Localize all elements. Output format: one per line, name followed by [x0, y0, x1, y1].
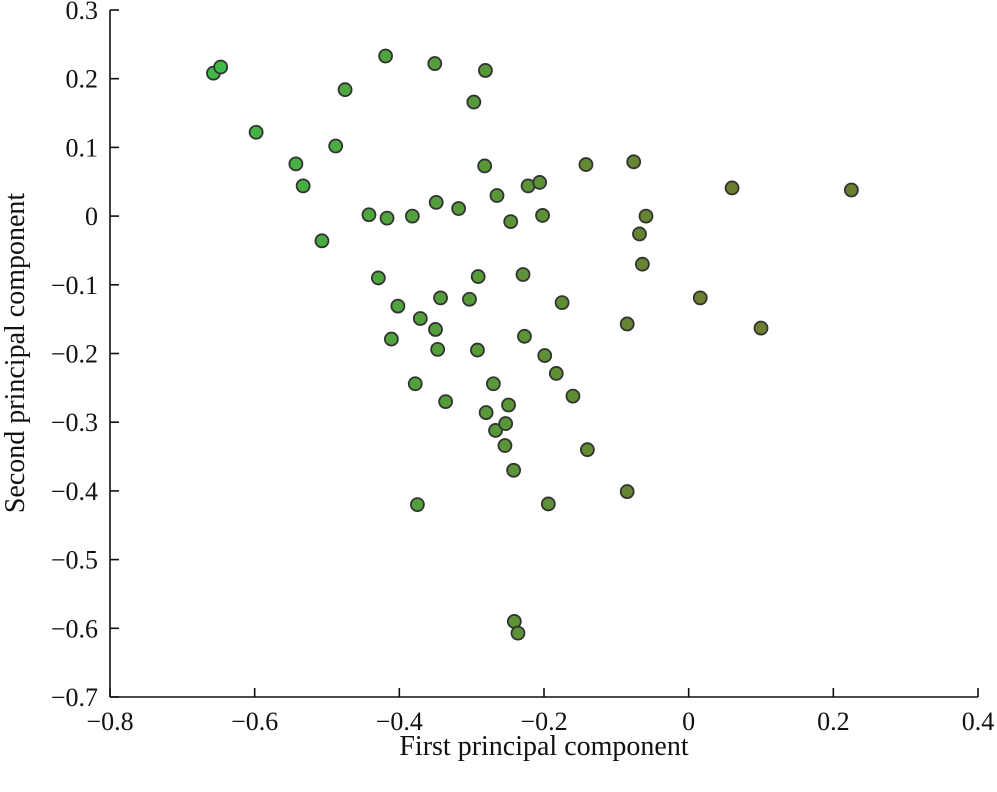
- data-point: [517, 328, 532, 344]
- data-point: [478, 63, 493, 78]
- x-axis-title: First principal component: [399, 731, 689, 762]
- data-point: [428, 322, 443, 337]
- data-point: [540, 496, 556, 512]
- data-point: [410, 497, 425, 513]
- x-tick-label: −0.4: [376, 707, 423, 736]
- data-point: [510, 625, 526, 641]
- data-point: [632, 226, 647, 242]
- data-point: [412, 311, 428, 326]
- data-point: [565, 388, 581, 404]
- data-point: [428, 194, 444, 210]
- data-point: [535, 208, 550, 223]
- data-point: [634, 256, 650, 272]
- data-point: [626, 154, 642, 170]
- data-point: [503, 214, 519, 229]
- data-point: [337, 82, 353, 98]
- data-point: [295, 178, 311, 194]
- data-point: [485, 376, 501, 392]
- data-point: [537, 348, 553, 363]
- x-tick-label: 0.2: [817, 707, 850, 736]
- data-point: [497, 438, 513, 453]
- data-point: [470, 269, 486, 284]
- data-point: [248, 124, 264, 140]
- data-point: [488, 423, 503, 438]
- y-tick-label: 0.2: [66, 65, 99, 94]
- y-tick-label: −0.1: [51, 271, 98, 300]
- x-tick-label: −0.8: [86, 707, 133, 736]
- data-point: [580, 442, 595, 458]
- x-tick-label: 0.4: [962, 707, 995, 736]
- data-point: [288, 156, 304, 172]
- data-point: [724, 180, 740, 196]
- data-point: [328, 138, 344, 154]
- data-point: [532, 175, 548, 190]
- data-point: [370, 270, 386, 286]
- data-point: [501, 397, 516, 413]
- data-point: [390, 298, 406, 314]
- data-point: [753, 320, 769, 336]
- y-axis-title: Second principal component: [0, 193, 31, 514]
- data-point: [433, 290, 448, 306]
- data-point: [638, 208, 654, 224]
- data-point: [498, 416, 514, 431]
- data-point: [430, 341, 446, 357]
- data-point: [361, 207, 377, 223]
- data-point: [383, 331, 399, 347]
- data-point: [466, 94, 482, 110]
- data-points: [206, 48, 859, 641]
- y-tick-label: −0.6: [51, 614, 98, 643]
- data-point: [378, 48, 393, 64]
- y-tick-label: −0.7: [51, 683, 98, 712]
- data-point: [438, 394, 454, 409]
- data-point: [506, 462, 522, 478]
- data-point: [427, 56, 443, 71]
- data-point: [462, 291, 477, 307]
- data-point: [478, 405, 494, 420]
- x-ticks: −0.8 −0.6 −0.4 −0.2 0 0.2 0.4: [86, 688, 994, 736]
- data-point: [451, 201, 467, 216]
- data-point: [692, 290, 708, 306]
- x-tick-label: −0.2: [520, 707, 567, 736]
- data-point: [844, 182, 859, 198]
- data-point: [404, 208, 420, 224]
- data-point: [379, 210, 395, 226]
- y-tick-label: 0.3: [66, 0, 99, 25]
- data-point: [515, 267, 531, 282]
- data-point: [548, 366, 564, 381]
- y-tick-label: −0.5: [51, 546, 98, 575]
- data-point: [407, 376, 423, 392]
- y-tick-label: 0: [85, 202, 98, 231]
- data-point: [489, 188, 505, 203]
- data-point: [470, 342, 485, 358]
- data-point: [578, 157, 594, 172]
- data-point: [619, 316, 635, 332]
- y-tick-label: −0.2: [51, 340, 98, 369]
- data-point: [314, 233, 330, 249]
- x-tick-label: −0.6: [231, 707, 278, 736]
- y-tick-label: −0.3: [51, 408, 98, 437]
- data-point: [554, 295, 570, 311]
- x-tick-label: 0: [682, 707, 695, 736]
- data-point: [477, 158, 493, 174]
- data-point: [619, 484, 635, 499]
- y-ticks: 0.3 0.2 0.1 0 −0.1 −0.2 −0.3 −0.4 −0.5 −0.6 −0.7: [51, 0, 119, 712]
- data-point: [213, 59, 229, 75]
- y-tick-label: −0.4: [51, 477, 98, 506]
- y-tick-label: 0.1: [66, 133, 99, 162]
